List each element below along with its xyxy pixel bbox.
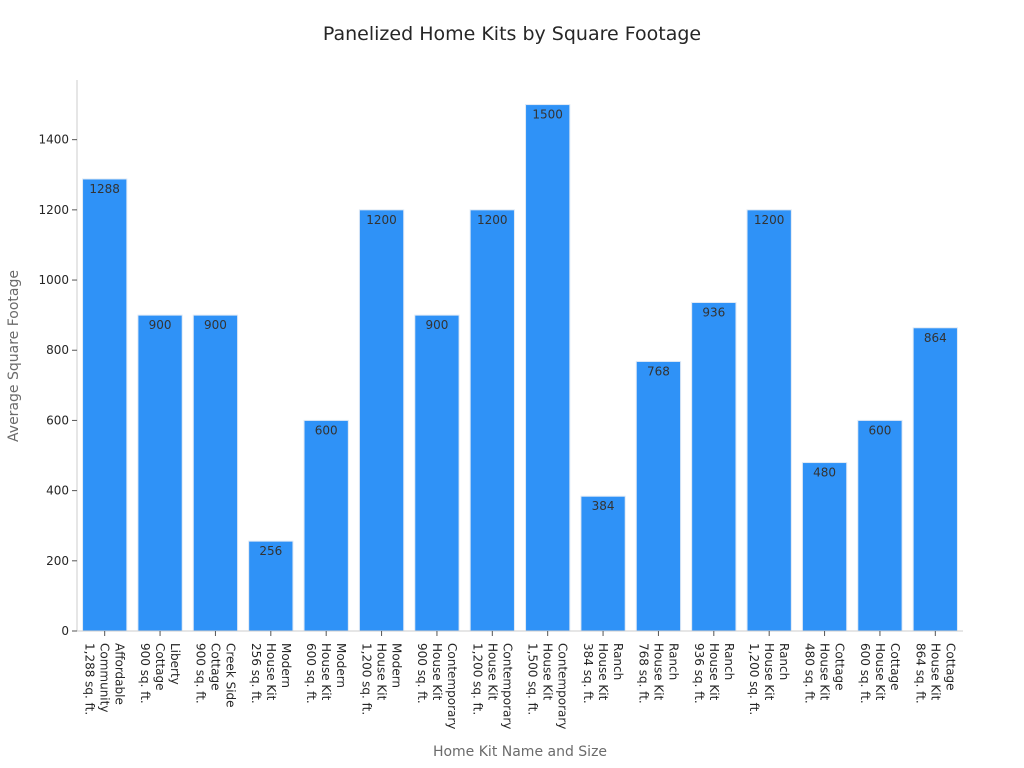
x-tick-label: Cottage (153, 643, 167, 690)
x-tick-label: House Kit (651, 643, 665, 701)
x-tick-label: 1,200 sq. ft. (360, 643, 374, 715)
x-tick-label: House Kit (375, 643, 389, 701)
y-tick-label: 600 (46, 413, 69, 427)
x-tick-label: 900 sq. ft. (415, 643, 429, 704)
bar (82, 178, 128, 632)
bar-value-label: 768 (647, 364, 670, 378)
bar-value-label: 384 (592, 499, 615, 513)
x-tick-label: House Kit (430, 643, 444, 701)
bar-value-label: 936 (702, 306, 725, 320)
bar (635, 360, 682, 632)
y-tick-label: 1000 (38, 273, 69, 287)
x-tick-label: Ranch (722, 643, 736, 680)
bar-value-label: 600 (315, 423, 338, 437)
x-tick-label: Cottage (833, 643, 847, 690)
x-tick-label: Cottage (208, 643, 222, 690)
bar-value-label: 256 (259, 544, 282, 558)
x-tick-label: Cottage (943, 643, 957, 690)
bar (192, 314, 239, 632)
x-tick-label: Contemporary (445, 643, 459, 729)
bar-value-label: 1200 (754, 213, 785, 227)
x-tick-label: Cottage (888, 643, 902, 690)
x-tick-label: House Kit (707, 643, 721, 701)
x-tick-label: 600 sq. ft. (304, 643, 318, 704)
x-tick-label: 900 sq. ft. (138, 643, 152, 704)
x-tick-label: 600 sq. ft. (858, 643, 872, 704)
bar (580, 495, 626, 632)
x-tick-label: 1,288 sq. ft. (83, 643, 97, 715)
x-tick-label: Liberty (168, 643, 182, 685)
bar (525, 104, 571, 632)
bar-value-label: 1200 (366, 213, 397, 227)
y-axis-label: Average Square Footage (6, 270, 22, 442)
bar-value-label: 480 (813, 466, 836, 480)
x-tick-label: 768 sq. ft. (636, 643, 650, 704)
x-tick-label: Ranch (611, 643, 625, 680)
x-tick-label: 1,500 sq. ft. (526, 643, 540, 715)
x-tick-label: Contemporary (556, 643, 570, 729)
bar-value-label: 900 (204, 318, 227, 332)
x-tick-label: House Kit (485, 643, 499, 701)
x-tick-label: 900 sq. ft. (193, 643, 207, 704)
x-tick-label: Community (98, 643, 112, 712)
bar-value-label: 900 (425, 318, 448, 332)
y-axis: 0 200 400 600 800 1000 1200 1400 (38, 80, 78, 638)
x-axis-label: Home Kit Name and Size (433, 744, 607, 760)
bar (746, 209, 792, 632)
x-tick-label: Creek Side (223, 643, 237, 708)
bar-value-label: 1288 (89, 182, 120, 196)
bars: 1288 900 900 256 600 1200 900 1200 1500 384 768 936… (82, 104, 958, 632)
x-tick-label: 480 sq. ft. (803, 643, 817, 704)
x-tick-label: 864 sq. ft. (913, 643, 927, 704)
bar-value-label: 1500 (532, 108, 563, 122)
x-tick-label: Contemporary (500, 643, 514, 729)
chart-title: Panelized Home Kits by Square Footage (323, 23, 701, 45)
bar-value-label: 600 (868, 423, 891, 437)
x-tick-label: 1,200 sq. ft. (470, 643, 484, 715)
x-tick-label: House Kit (818, 643, 832, 701)
x-tick-label: House Kit (264, 643, 278, 701)
x-tick-label: Modern (279, 643, 293, 688)
x-tick-label: Ranch (777, 643, 791, 680)
x-tick-label: House Kit (541, 643, 555, 701)
bar (414, 314, 460, 632)
bar-value-label: 1200 (477, 213, 508, 227)
y-tick-label: 0 (61, 624, 69, 638)
bar (801, 462, 848, 632)
y-tick-label: 1400 (38, 133, 69, 147)
x-tick-label: 1,200 sq. ft. (747, 643, 761, 715)
y-tick-label: 1200 (38, 203, 69, 217)
bar (691, 302, 737, 632)
x-tick-label: Ranch (666, 643, 680, 680)
bar (857, 419, 903, 632)
y-tick-label: 200 (46, 554, 69, 568)
bar (358, 209, 405, 632)
x-tick-label: House Kit (596, 643, 610, 701)
y-tick-label: 400 (46, 484, 69, 498)
x-tick-label: House Kit (928, 643, 942, 701)
x-tick-label: 256 sq. ft. (249, 643, 263, 704)
x-tick-label: House Kit (762, 643, 776, 701)
bar-value-label: 900 (149, 318, 172, 332)
bar (469, 209, 515, 632)
x-tick-label: Modern (390, 643, 404, 688)
x-tick-label: House Kit (873, 643, 887, 701)
y-tick-label: 800 (46, 343, 69, 357)
bar (137, 314, 183, 632)
x-tick-label: House Kit (319, 643, 333, 701)
bar (303, 419, 349, 632)
bar (912, 327, 958, 632)
x-tick-label: Modern (334, 643, 348, 688)
x-tick-label: 936 sq. ft. (692, 643, 706, 704)
x-tick-label: Affordable (113, 643, 127, 705)
bar (248, 540, 294, 632)
bar-value-label: 864 (924, 331, 947, 345)
x-tick-label: 384 sq. ft. (581, 643, 595, 704)
